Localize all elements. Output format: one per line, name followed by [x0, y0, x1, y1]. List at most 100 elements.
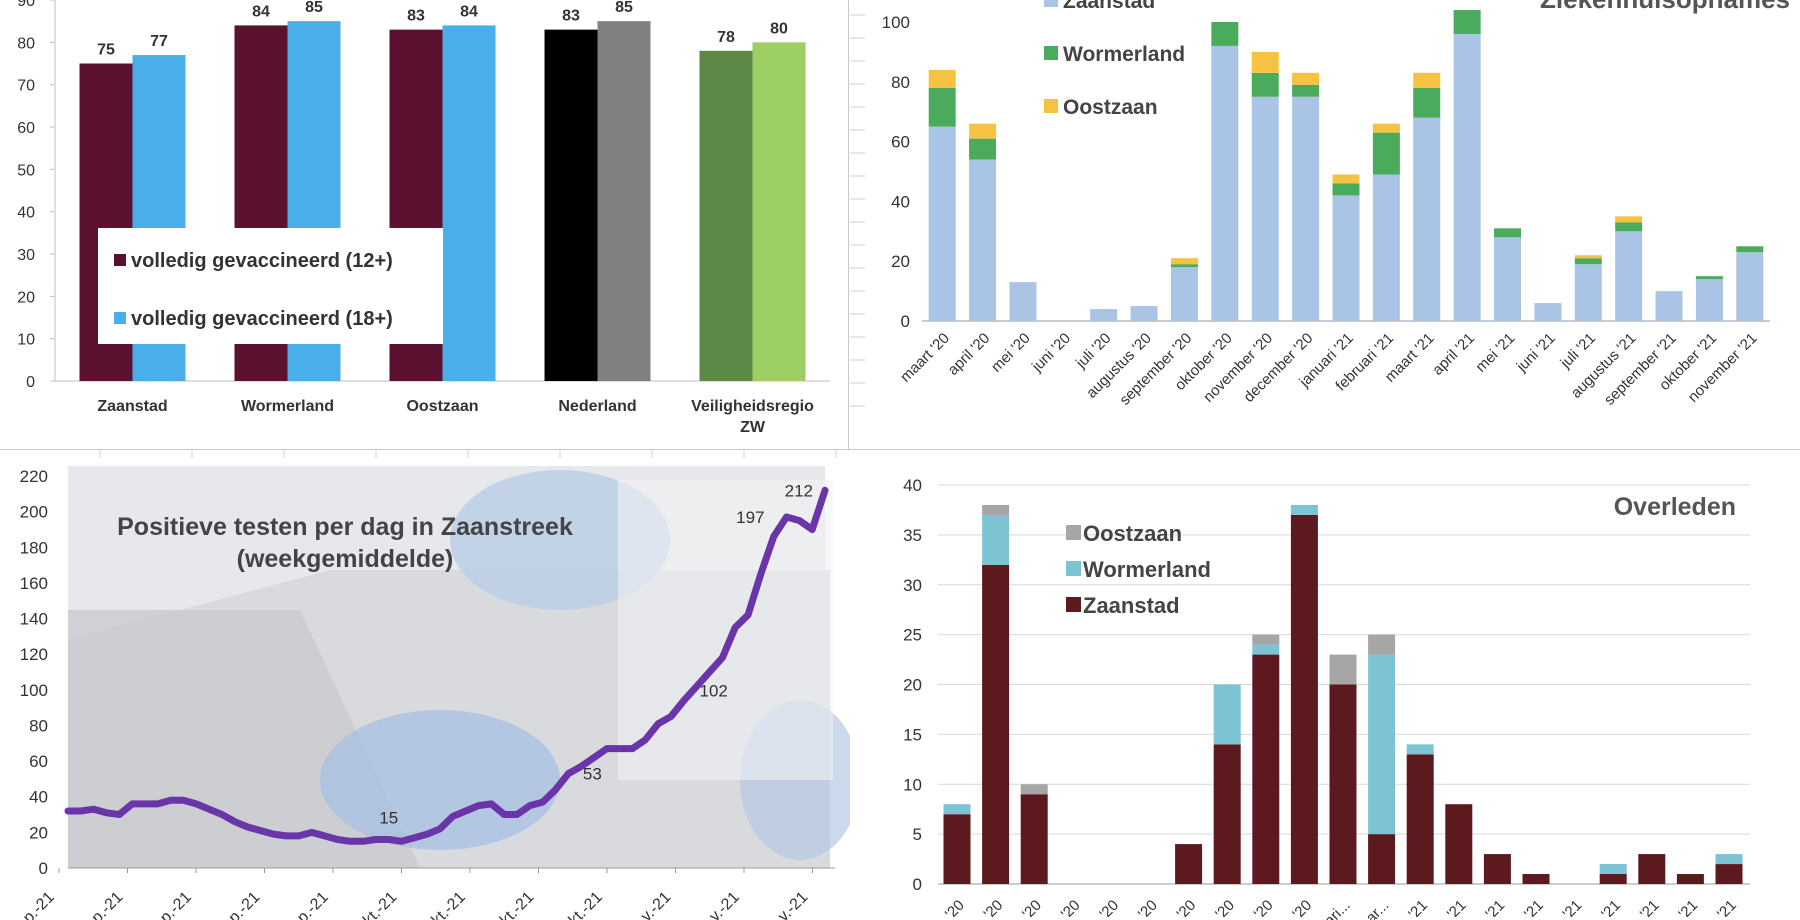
bar-segment: [1413, 87, 1441, 118]
bar-segment: [982, 564, 1010, 884]
x-tick-label: p.-21: [89, 889, 127, 920]
y-tick-label: 20: [903, 676, 922, 695]
bar-segment: [1170, 264, 1198, 268]
x-tick-label: kt.-21: [360, 889, 400, 920]
y-tick-label: 80: [17, 35, 35, 52]
bar-segment: [1483, 854, 1511, 884]
data-label: 102: [700, 681, 728, 700]
x-tick-label: kt.-21: [429, 889, 469, 920]
legend-swatch: [1066, 597, 1081, 612]
bar-segment: [1332, 174, 1360, 184]
bar-segment: [1251, 51, 1279, 73]
bar-segment: [969, 159, 997, 321]
bar-segment: [1252, 634, 1280, 645]
bar-segment: [969, 123, 997, 139]
bar-segment: [1020, 784, 1048, 795]
bar-segment: [1020, 794, 1048, 884]
y-tick-label: 0: [26, 374, 35, 391]
x-category-label: Oostzaan: [406, 398, 478, 415]
bar-segment: [1009, 282, 1037, 321]
legend-swatch: [114, 254, 126, 266]
data-label: 197: [736, 508, 764, 527]
bar-segment: [982, 514, 1010, 565]
data-label: 84: [460, 3, 478, 20]
bar: [442, 25, 496, 382]
bar-segment: [1372, 132, 1400, 175]
x-category-label: '20: [1174, 897, 1200, 920]
chart-title: Overleden: [1614, 493, 1736, 521]
data-label: 78: [717, 29, 735, 46]
bar-segment: [1290, 504, 1318, 515]
x-category-label: '21: [1714, 897, 1740, 920]
y-tick-label: 160: [20, 574, 48, 593]
x-category-label: '20: [1212, 897, 1238, 920]
bar-segment: [1175, 844, 1203, 884]
y-tick-label: 30: [17, 247, 35, 264]
data-label: 83: [407, 8, 425, 25]
chart-title: Positieve testen per dag in Zaanstreek: [117, 513, 573, 541]
y-tick-label: 5: [913, 825, 922, 844]
data-label: 83: [562, 8, 580, 25]
data-label: 85: [615, 0, 633, 16]
bar-segment: [1290, 514, 1318, 884]
x-category-label: '20: [1135, 897, 1161, 920]
y-tick-label: 70: [17, 78, 35, 95]
bar-segment: [943, 804, 971, 815]
x-category-label: '21: [1675, 897, 1701, 920]
bar-segment: [1736, 246, 1764, 253]
legend-label: Wormerland: [1083, 557, 1211, 582]
bar-segment: [928, 69, 956, 88]
y-tick-label: 100: [20, 681, 48, 700]
x-category-label: '21: [1637, 897, 1663, 920]
bar-segment: [1599, 864, 1627, 875]
bar-segment: [928, 87, 956, 127]
bar-segment: [1406, 754, 1434, 884]
bar-segment: [1615, 216, 1643, 223]
y-tick-label: 0: [39, 859, 48, 878]
x-category-label: mei '21: [1472, 330, 1518, 376]
x-category-label: '21: [1405, 897, 1431, 920]
bar-segment: [1292, 72, 1320, 85]
x-category-label: Veiligheidsregio: [691, 398, 814, 415]
x-category-label: '20: [1251, 897, 1277, 920]
bar-segment: [1332, 195, 1360, 321]
legend-swatch: [1066, 525, 1081, 540]
bar-segment: [1494, 228, 1522, 238]
bar-segment: [1599, 874, 1627, 884]
data-label: 75: [97, 42, 115, 59]
y-tick-label: 140: [20, 610, 48, 629]
chart-title: Ziekenhuisopnames: [1540, 0, 1790, 14]
bar-segment: [1522, 874, 1550, 884]
legend: Ziekenhuisopnames Zaanstad Wormerland Oostz…: [1044, 0, 1790, 119]
divider-horizontal: [0, 449, 1800, 450]
legend-label: volledig gevaccineerd (12+): [131, 250, 393, 272]
deaths-chart: 0 5 10 15 20 25 30 35 40 '20 '20 '20 '20 '20 '20 '20 '20…: [903, 476, 1750, 920]
bar-segment: [928, 126, 956, 322]
y-tick-label: 60: [891, 133, 910, 152]
bar-segment: [1638, 854, 1666, 884]
divider-vertical: [848, 0, 849, 450]
y-tick-label: 60: [29, 752, 48, 771]
x-tick-label: p.-21: [226, 889, 264, 920]
bar-segment: [1213, 684, 1241, 745]
x-category-label: ar...: [1363, 897, 1393, 920]
x-category-label: '21: [1444, 897, 1470, 920]
x-category-label: '20: [1019, 897, 1045, 920]
positive-tests-chart: 0 20 40 60 80 100 120 140 160 180 200 220 15 53 102 197…: [20, 450, 850, 920]
bar-segment: [1676, 874, 1704, 884]
vaccination-chart-panel: 0 10 20 30 40 50 60 70 80 90 75 77 Zaanstad 84 85 Worme…: [0, 0, 850, 450]
bar-segment: [1211, 22, 1239, 46]
bar-segment: [1292, 96, 1320, 321]
bar-segment: [1695, 279, 1723, 321]
deaths-chart-panel: 0 5 10 15 20 25 30 35 40 '20 '20 '20 '20 '20 '20 '20 '20…: [850, 450, 1800, 920]
positive-tests-chart-panel: 0 20 40 60 80 100 120 140 160 180 200 220 15 53 102 197…: [0, 450, 850, 920]
bar-segment: [1170, 267, 1198, 321]
x-category-label: '20: [1289, 897, 1315, 920]
bar-segment: [1534, 303, 1562, 321]
bar-segment: [943, 814, 971, 884]
x-category-label: juni '21: [1513, 330, 1559, 376]
bar-segment: [1453, 33, 1481, 322]
y-tick-label: 60: [17, 120, 35, 137]
y-tick-label: 15: [903, 725, 922, 744]
bar-segment: [1445, 804, 1473, 884]
